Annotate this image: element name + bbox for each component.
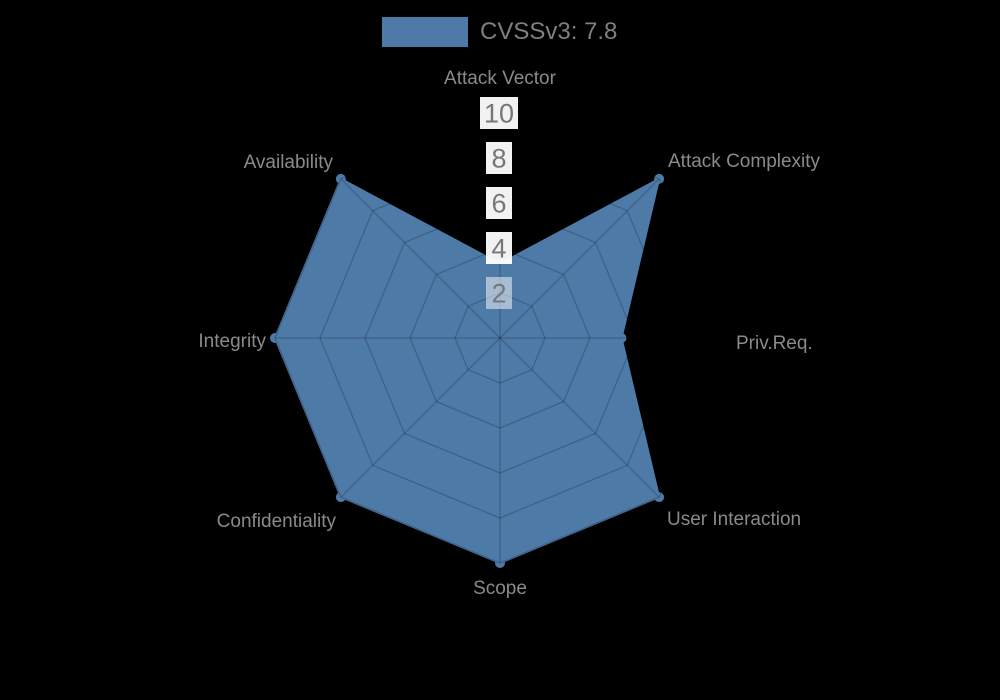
grid-ring-4: [409, 247, 591, 429]
tick-box-4: [486, 232, 512, 264]
vertex-dot-confidentiality: [335, 492, 346, 503]
axis-label-user-interaction: User Interaction: [667, 509, 801, 530]
tick-box-2: [486, 277, 512, 309]
tick-label-8: 8: [491, 144, 506, 174]
axis-spoke-user-interaction: [499, 337, 660, 498]
grid-ring-6: [364, 202, 636, 474]
axis-label-confidentiality: Confidentiality: [217, 511, 337, 532]
axis-label-availability: Availability: [244, 152, 334, 173]
grid-ring-10: [274, 112, 726, 564]
axis-label-priv-req: Priv.Req.: [736, 333, 813, 354]
vertex-dot-scope: [495, 558, 505, 568]
axis-label-attack-complexity: Attack Complexity: [668, 151, 821, 172]
tick-label-4: 4: [491, 234, 506, 264]
axis-spoke-confidentiality: [340, 337, 501, 498]
legend-swatch: [382, 17, 468, 47]
tick-label-2: 2: [491, 279, 506, 309]
vertex-dot-user-interaction: [654, 492, 665, 503]
vertex-dot-integrity: [270, 333, 280, 343]
tick-box-8: [486, 142, 512, 174]
grid-ring-8: [319, 157, 681, 519]
tick-label-6: 6: [491, 189, 506, 219]
grid-ring-2: [454, 292, 546, 384]
vertex-dot-attack-complexity: [654, 173, 665, 184]
axis-label-scope: Scope: [473, 578, 527, 599]
legend[interactable]: CVSSv3: 7.8: [382, 15, 617, 49]
vertex-dot-priv-req: [616, 333, 627, 343]
legend-label: CVSSv3: 7.8: [480, 18, 618, 45]
tick-box-10: [480, 97, 518, 129]
vertex-dot-availability: [335, 173, 346, 184]
axis-spoke-attack-complexity: [499, 178, 660, 339]
axis-label-integrity: Integrity: [198, 331, 266, 352]
axis-spoke-availability: [340, 178, 501, 339]
tick-label-10: 10: [484, 99, 514, 129]
axis-label-attack-vector: Attack Vector: [444, 68, 557, 89]
tick-box-6: [486, 187, 512, 219]
